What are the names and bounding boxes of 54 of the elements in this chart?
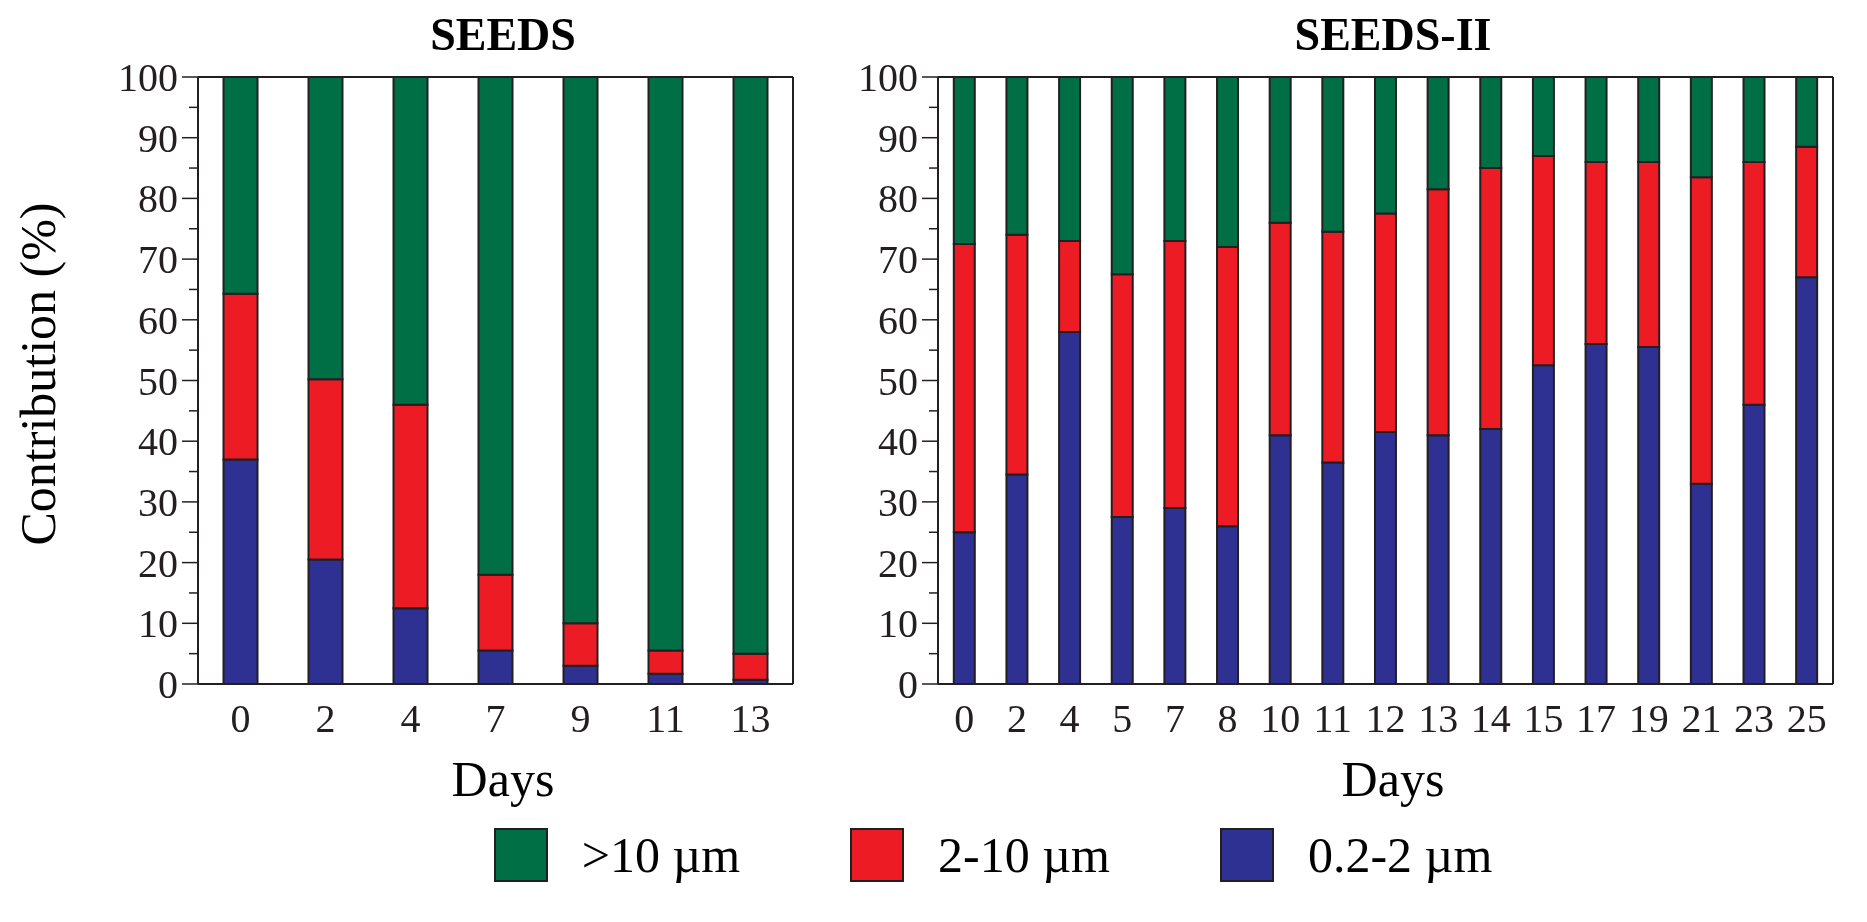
- legend-label: 0.2-2 µm: [1307, 826, 1493, 884]
- x-tick-label: 5: [1112, 696, 1133, 742]
- x-tick-label: 9: [570, 696, 591, 742]
- y-tick-label: 80: [138, 176, 178, 222]
- y-tick-label: 80: [878, 176, 918, 222]
- y-tick-label: 40: [878, 419, 918, 465]
- y-tick-label: 30: [138, 479, 178, 525]
- x-tick-label: 13: [1418, 696, 1459, 742]
- y-tick-label: 90: [878, 115, 918, 161]
- x-tick-label: 13: [730, 696, 771, 742]
- x-tick-label: 2: [315, 696, 336, 742]
- x-axis-title: Days: [450, 750, 556, 808]
- y-tick-label: 60: [878, 297, 918, 343]
- y-tick-label: 10: [878, 601, 918, 647]
- x-tick-label: 4: [1059, 696, 1080, 742]
- x-tick-label: 11: [646, 696, 685, 742]
- y-axis-title: Contribution (%): [9, 202, 67, 546]
- x-tick-label: 7: [485, 696, 506, 742]
- x-tick-label: 25: [1786, 696, 1827, 742]
- x-tick-label: 8: [1217, 696, 1238, 742]
- y-tick-label: 30: [878, 479, 918, 525]
- x-tick-label: 0: [954, 696, 975, 742]
- x-tick-label: 10: [1260, 696, 1301, 742]
- legend-label: >10 µm: [581, 826, 741, 884]
- x-tick-label: 17: [1576, 696, 1617, 742]
- x-tick-label: 23: [1734, 696, 1775, 742]
- y-tick-label: 10: [138, 601, 178, 647]
- x-axis-title: Days: [1340, 750, 1446, 808]
- x-tick-label: 21: [1681, 696, 1722, 742]
- y-tick-label: 100: [858, 55, 918, 100]
- chart-title: SEEDS-II: [1294, 9, 1492, 60]
- x-tick-label: 19: [1628, 696, 1669, 742]
- y-tick-label: 50: [878, 358, 918, 404]
- x-tick-label: 14: [1470, 696, 1511, 742]
- y-tick-label: 60: [138, 297, 178, 343]
- y-tick-label: 70: [138, 237, 178, 283]
- x-tick-label: 2: [1006, 696, 1027, 742]
- y-tick-label: 0: [898, 662, 918, 707]
- y-tick-label: 20: [878, 540, 918, 586]
- x-tick-label: 15: [1523, 696, 1564, 742]
- x-tick-label: 4: [400, 696, 421, 742]
- y-tick-label: 50: [138, 358, 178, 404]
- y-tick-label: 40: [138, 419, 178, 465]
- y-tick-label: 20: [138, 540, 178, 586]
- x-tick-label: 12: [1365, 696, 1406, 742]
- legend-label: 2-10 µm: [938, 826, 1110, 884]
- chart-title: SEEDS: [430, 9, 576, 60]
- y-tick-label: 0: [158, 662, 178, 707]
- y-tick-label: 90: [138, 115, 178, 161]
- x-tick-label: 7: [1164, 696, 1185, 742]
- y-tick-label: 100: [118, 55, 178, 100]
- x-tick-label: 0: [230, 696, 251, 742]
- x-tick-label: 11: [1313, 696, 1353, 742]
- y-tick-label: 70: [878, 237, 918, 283]
